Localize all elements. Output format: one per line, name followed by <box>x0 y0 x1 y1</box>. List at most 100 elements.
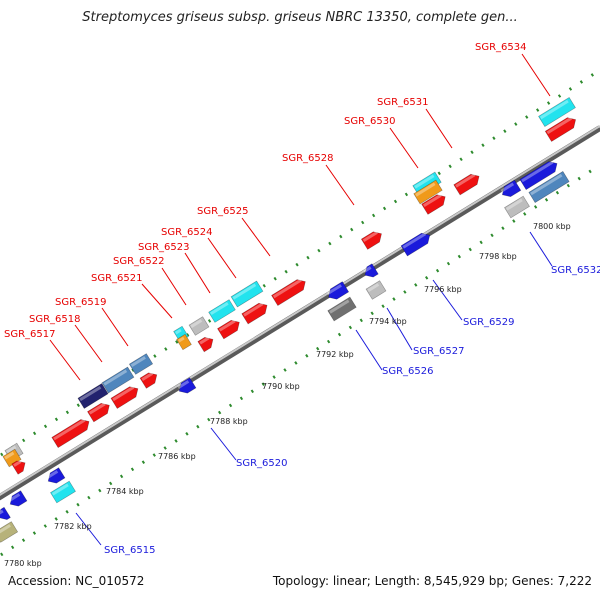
gene-label-sgr-6519[interactable]: SGR_6519 <box>55 297 107 308</box>
gene-highlight <box>329 299 350 314</box>
gene-box[interactable] <box>139 370 160 389</box>
gene-box[interactable] <box>421 192 449 215</box>
gene-box[interactable] <box>176 333 192 351</box>
tick-label: 7800 kbp <box>533 222 571 231</box>
gene-label-sgr-6522[interactable]: SGR_6522 <box>113 256 165 267</box>
leader-line <box>49 339 81 381</box>
gene-highlight <box>423 194 442 208</box>
gene-box[interactable] <box>51 416 92 449</box>
gene-highlight <box>546 116 573 135</box>
gene-label-sgr-6532[interactable]: SGR_6532 <box>551 265 600 276</box>
gene-box[interactable] <box>50 480 76 504</box>
gene-highlight <box>402 232 427 249</box>
gene-box[interactable] <box>365 280 387 300</box>
gene-box[interactable] <box>197 334 216 353</box>
gene-box[interactable] <box>453 171 482 196</box>
gene-box[interactable] <box>77 383 109 409</box>
gene-box[interactable] <box>2 448 22 468</box>
gene-box[interactable] <box>217 317 242 340</box>
tick-label: 7798 kbp <box>479 252 517 261</box>
gene-box[interactable] <box>7 490 28 510</box>
gene-box[interactable] <box>101 366 135 394</box>
gene-box[interactable] <box>499 179 522 200</box>
gene-box[interactable] <box>230 280 264 308</box>
gene-label-sgr-6531[interactable]: SGR_6531 <box>377 97 429 108</box>
gene-box[interactable] <box>325 281 350 303</box>
gene-box[interactable] <box>128 353 154 375</box>
gene-box[interactable] <box>519 158 560 191</box>
leader-line <box>241 217 271 257</box>
gene-box[interactable] <box>544 115 579 142</box>
genome-axis <box>0 125 600 501</box>
gene-box[interactable] <box>400 230 433 257</box>
gene-box[interactable] <box>241 300 270 325</box>
gene-box[interactable] <box>504 195 530 219</box>
gene-label-sgr-6524[interactable]: SGR_6524 <box>161 227 213 238</box>
gene-box[interactable] <box>413 179 443 205</box>
gene-box[interactable] <box>0 521 19 543</box>
gene-highlight <box>103 369 128 386</box>
gene-label-sgr-6528[interactable]: SGR_6528 <box>282 153 334 164</box>
gene-label-sgr-6520[interactable]: SGR_6520 <box>236 458 288 469</box>
gene-box[interactable] <box>528 170 570 204</box>
gene-box[interactable] <box>87 400 112 423</box>
leader-line <box>432 279 463 321</box>
gene-highlight <box>362 231 378 243</box>
gene-label-sgr-6518[interactable]: SGR_6518 <box>29 314 81 325</box>
gene-label-sgr-6521[interactable]: SGR_6521 <box>91 273 143 284</box>
leader-line <box>521 53 551 97</box>
gene-highlight <box>210 302 229 316</box>
leader-line <box>325 164 355 206</box>
gene-label-sgr-6515[interactable]: SGR_6515 <box>104 545 156 556</box>
gene-box[interactable] <box>360 229 384 250</box>
gene-highlight <box>46 470 59 479</box>
gene-highlight <box>79 385 102 402</box>
gene-box[interactable] <box>538 97 576 127</box>
gene-label-sgr-6525[interactable]: SGR_6525 <box>197 206 249 217</box>
gene-label-sgr-6530[interactable]: SGR_6530 <box>344 116 396 127</box>
gene-highlight <box>199 336 210 345</box>
gene-features[interactable] <box>0 97 579 543</box>
gene-label-sgr-6523[interactable]: SGR_6523 <box>138 242 190 253</box>
gene-highlight <box>500 182 515 193</box>
gene-box[interactable] <box>11 458 29 475</box>
gene-box[interactable] <box>208 299 236 323</box>
tick-label: 7788 kbp <box>210 417 248 426</box>
leader-line <box>386 307 413 351</box>
gene-highlight <box>8 493 21 502</box>
leader-line <box>529 231 553 267</box>
leader-line <box>75 512 102 546</box>
gene-label-sgr-6517[interactable]: SGR_6517 <box>4 329 56 340</box>
gene-highlight <box>326 284 342 296</box>
gene-box[interactable] <box>110 384 141 409</box>
gene-label-sgr-6534[interactable]: SGR_6534 <box>475 42 527 53</box>
gene-highlight <box>112 385 135 402</box>
gene-highlight <box>0 509 4 516</box>
gene-highlight <box>414 174 435 189</box>
gene-label-sgr-6526[interactable]: SGR_6526 <box>382 366 434 377</box>
gene-highlight <box>218 319 236 332</box>
leader-line <box>210 427 237 461</box>
tick-label: 7794 kbp <box>369 317 407 326</box>
gene-highlight <box>0 524 11 536</box>
gene-box[interactable] <box>362 263 379 281</box>
gene-highlight <box>4 451 15 460</box>
tick-label: 7780 kbp <box>4 559 42 568</box>
gene-highlight <box>539 99 569 120</box>
gene-box[interactable] <box>176 377 197 397</box>
gene-label-sgr-6529[interactable]: SGR_6529 <box>463 317 515 328</box>
gene-box[interactable] <box>45 467 66 487</box>
gene-box[interactable] <box>327 296 357 322</box>
gene-box[interactable] <box>271 276 309 306</box>
gene-label-sgr-6527[interactable]: SGR_6527 <box>413 346 465 357</box>
gene-box[interactable] <box>188 316 210 336</box>
tick-label: 7784 kbp <box>106 487 144 496</box>
tick-label: 7796 kbp <box>424 285 462 294</box>
tick-label: 7782 kbp <box>54 522 92 531</box>
gene-box[interactable] <box>0 506 11 522</box>
gene-highlight <box>174 328 182 335</box>
tick-label: 7792 kbp <box>316 350 354 359</box>
gene-highlight <box>505 198 523 211</box>
gene-highlight <box>455 173 476 188</box>
